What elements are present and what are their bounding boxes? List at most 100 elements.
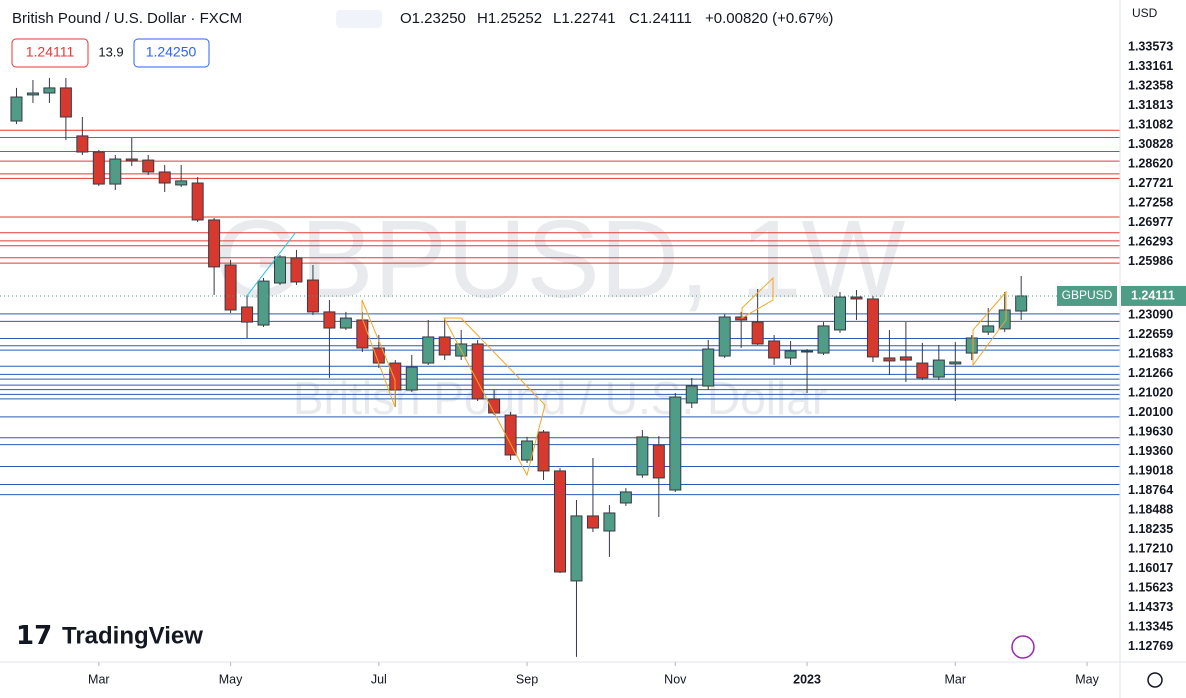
level-label: 1.14373: [1128, 600, 1173, 614]
price-tag-text: 1.24111: [1131, 288, 1175, 302]
candle-body: [59, 87, 72, 118]
x-tick-label: May: [219, 672, 243, 686]
candle-body: [191, 182, 204, 221]
currency-bg: [1121, 0, 1186, 28]
x-tick-label: May: [1075, 672, 1099, 686]
candle-body: [784, 350, 797, 359]
x-tick-label: Sep: [516, 672, 538, 686]
candle-body: [438, 336, 451, 356]
candle-body: [323, 311, 336, 329]
candle-body: [570, 515, 583, 582]
level-label: 1.26293: [1128, 234, 1173, 248]
channel: [741, 276, 774, 319]
candle-body: [669, 396, 682, 491]
level-label: 1.33161: [1128, 59, 1173, 73]
candle-body: [257, 280, 270, 326]
level-label: 1.19360: [1128, 444, 1173, 458]
candle-body: [43, 87, 56, 94]
level-label: 1.17210: [1128, 541, 1173, 555]
candle-body: [735, 316, 748, 321]
level-label: 1.19018: [1128, 463, 1173, 477]
candle-body: [241, 306, 254, 323]
candle-body: [405, 366, 418, 391]
symbol-tag-text: GBPUSD: [1062, 288, 1113, 302]
candle-body: [718, 316, 731, 357]
sell-price: 1.24111: [26, 44, 75, 60]
icon[interactable]: [336, 10, 382, 28]
candle-body: [768, 340, 781, 359]
symbol-tag: [1057, 285, 1117, 306]
candle-body: [636, 436, 649, 476]
candle-body: [751, 321, 764, 345]
level-label: 1.21266: [1128, 366, 1173, 380]
candle-body: [92, 151, 105, 185]
level-label: 1.19630: [1128, 424, 1173, 438]
sell-button[interactable]: [11, 38, 89, 68]
candle-body: [290, 257, 303, 283]
candle-body: [125, 158, 138, 162]
x-tick-label: Jul: [371, 672, 387, 686]
level-label: 1.18235: [1128, 522, 1173, 536]
channel: [443, 317, 546, 477]
candle-body: [586, 515, 599, 529]
header-bg: [0, 0, 850, 36]
candle-body: [982, 325, 995, 333]
candle-body: [504, 414, 517, 456]
candle-body: [834, 296, 846, 331]
candle-body: [899, 356, 912, 361]
lightning-icon[interactable]: [1011, 635, 1035, 659]
candle-body: [537, 431, 550, 472]
level-label: 1.30828: [1128, 137, 1173, 151]
candle-body: [685, 385, 698, 404]
candle-body: [949, 361, 962, 365]
logo: TradingView: [62, 622, 203, 649]
currency[interactable]: USD: [1132, 6, 1158, 20]
candle-body: [554, 470, 566, 573]
candle-body: [916, 362, 929, 379]
level-label: 1.21020: [1128, 385, 1173, 399]
candle-body: [652, 444, 665, 479]
level-label: 1.27258: [1128, 195, 1173, 209]
ohlc-change: +0.00820 (+0.67%): [705, 10, 833, 27]
buy-price: 1.24250: [146, 44, 197, 60]
level-label: 1.12769: [1128, 639, 1173, 653]
settings-icon[interactable]: [1147, 672, 1163, 688]
candle-body: [158, 171, 171, 184]
candle-body: [339, 317, 352, 329]
ohlc-close: C1.24111: [629, 10, 692, 27]
ohlc-high: H1.25252: [477, 10, 542, 27]
candle-body: [965, 337, 978, 354]
candle-body: [422, 336, 435, 364]
candle-body: [850, 296, 863, 300]
candle-body: [998, 309, 1011, 330]
candle-body: [471, 343, 484, 400]
ohlc-open: O1.23250: [400, 10, 466, 27]
candle-body: [702, 348, 715, 387]
level-label: 1.15623: [1128, 580, 1173, 594]
trend-line: [245, 231, 297, 298]
x-tick-label: Nov: [664, 672, 687, 686]
candle-body: [1015, 295, 1028, 312]
candle-body: [883, 357, 896, 362]
logo-mark: 𝟭𝟳: [16, 620, 52, 650]
level-label: 1.22659: [1128, 327, 1173, 341]
level-label: 1.31813: [1128, 98, 1173, 112]
level-label: 1.25986: [1128, 254, 1173, 268]
candle-body: [603, 512, 616, 532]
candle-body: [619, 491, 632, 504]
level-label: 1.26977: [1128, 215, 1173, 229]
candle-body: [356, 319, 369, 349]
candle-body: [208, 219, 221, 268]
candle-body: [274, 256, 286, 284]
buy-button[interactable]: [133, 38, 210, 68]
x-tick-label: 2023: [793, 672, 821, 686]
channel: [972, 290, 1007, 367]
level-label: 1.13345: [1128, 619, 1173, 633]
level-label: 1.28620: [1128, 156, 1173, 170]
drawings: [361, 276, 1007, 477]
candle-body: [76, 135, 89, 153]
channel: [361, 299, 396, 408]
level-label: 1.21683: [1128, 346, 1173, 360]
level-label: 1.16017: [1128, 561, 1173, 575]
